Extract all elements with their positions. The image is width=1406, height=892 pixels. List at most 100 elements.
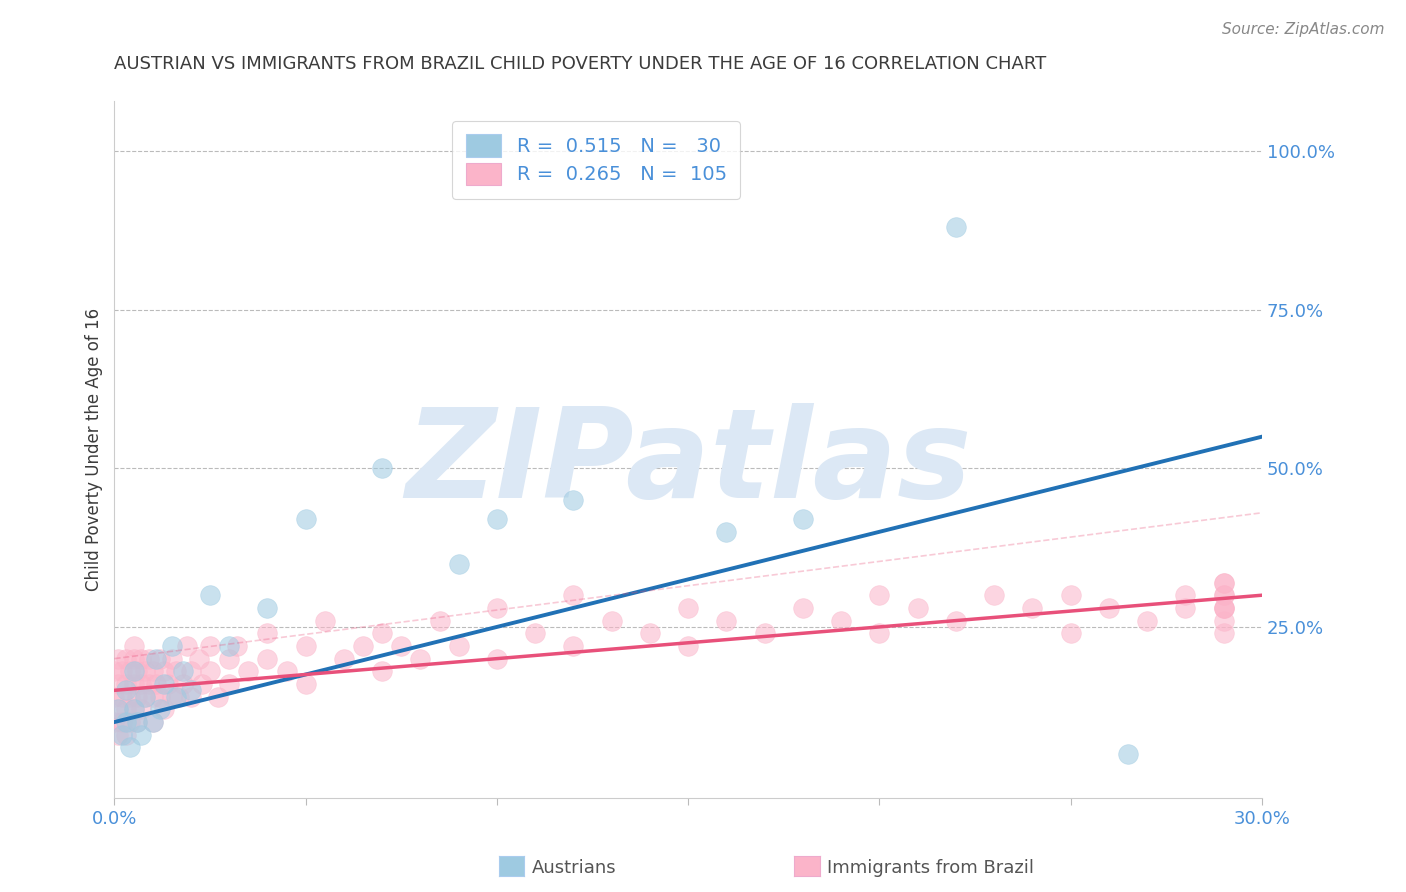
Point <box>169 690 191 704</box>
Point <box>191 677 214 691</box>
Point <box>1212 575 1234 590</box>
Text: Source: ZipAtlas.com: Source: ZipAtlas.com <box>1222 22 1385 37</box>
Point <box>562 493 585 508</box>
Point <box>485 651 508 665</box>
Point <box>165 690 187 704</box>
Point <box>115 677 138 691</box>
Point <box>1136 614 1159 628</box>
Point <box>945 220 967 235</box>
Point <box>1212 601 1234 615</box>
Point <box>198 639 221 653</box>
Legend: R =  0.515   N =   30, R =  0.265   N =  105: R = 0.515 N = 30, R = 0.265 N = 105 <box>453 120 741 199</box>
Point <box>716 524 738 539</box>
Point <box>149 702 172 716</box>
Point <box>562 588 585 602</box>
Point <box>256 651 278 665</box>
Point <box>447 639 470 653</box>
Point <box>107 651 129 665</box>
Point <box>429 614 451 628</box>
Point <box>868 626 890 640</box>
Point <box>153 677 176 691</box>
Text: AUSTRIAN VS IMMIGRANTS FROM BRAZIL CHILD POVERTY UNDER THE AGE OF 16 CORRELATION: AUSTRIAN VS IMMIGRANTS FROM BRAZIL CHILD… <box>114 54 1046 73</box>
Point <box>149 690 172 704</box>
Point <box>676 601 699 615</box>
Point <box>371 626 394 640</box>
Point <box>142 690 165 704</box>
Point <box>115 651 138 665</box>
Point <box>127 714 149 729</box>
Point <box>447 557 470 571</box>
Point <box>122 665 145 679</box>
Point <box>256 626 278 640</box>
Point <box>172 665 194 679</box>
Point <box>1116 747 1139 761</box>
Point <box>107 702 129 716</box>
Point <box>122 639 145 653</box>
Point <box>352 639 374 653</box>
Point <box>160 639 183 653</box>
Point <box>107 728 129 742</box>
Point <box>165 665 187 679</box>
Point <box>127 714 149 729</box>
Point <box>129 728 152 742</box>
Point <box>333 651 356 665</box>
Point <box>218 651 240 665</box>
Point <box>115 728 138 742</box>
Point <box>134 690 156 704</box>
Point <box>149 651 172 665</box>
Point <box>868 588 890 602</box>
Point <box>153 702 176 716</box>
Point <box>122 677 145 691</box>
Point <box>218 677 240 691</box>
Point <box>118 740 141 755</box>
Point <box>129 677 152 691</box>
Point <box>1212 575 1234 590</box>
Point <box>218 639 240 653</box>
Point <box>134 665 156 679</box>
Point <box>142 714 165 729</box>
Point <box>1174 588 1197 602</box>
Point <box>129 702 152 716</box>
Point <box>111 690 134 704</box>
Point <box>107 702 129 716</box>
Point <box>754 626 776 640</box>
Point <box>276 665 298 679</box>
Point <box>115 702 138 716</box>
Point <box>198 588 221 602</box>
Point <box>907 601 929 615</box>
Point <box>127 690 149 704</box>
Point <box>1212 601 1234 615</box>
Point <box>207 690 229 704</box>
Point <box>294 512 316 526</box>
Point <box>409 651 432 665</box>
Point <box>180 690 202 704</box>
Point <box>134 690 156 704</box>
Point <box>180 683 202 698</box>
Point <box>127 665 149 679</box>
Point <box>676 639 699 653</box>
Point <box>294 639 316 653</box>
Point <box>138 677 160 691</box>
Point <box>115 683 138 698</box>
Point <box>1021 601 1043 615</box>
Point <box>118 665 141 679</box>
Point <box>1212 614 1234 628</box>
Point <box>1212 601 1234 615</box>
Point <box>1212 588 1234 602</box>
Point <box>142 714 165 729</box>
Point <box>118 714 141 729</box>
Point <box>142 665 165 679</box>
Point <box>314 614 336 628</box>
Point <box>156 677 179 691</box>
Point <box>122 702 145 716</box>
Point <box>103 665 125 679</box>
Point <box>176 639 198 653</box>
Point <box>129 651 152 665</box>
Point <box>1212 588 1234 602</box>
Point <box>115 714 138 729</box>
Point <box>716 614 738 628</box>
Point <box>389 639 412 653</box>
Text: ZIPatlas: ZIPatlas <box>405 403 972 524</box>
Point <box>111 714 134 729</box>
Point <box>145 651 167 665</box>
